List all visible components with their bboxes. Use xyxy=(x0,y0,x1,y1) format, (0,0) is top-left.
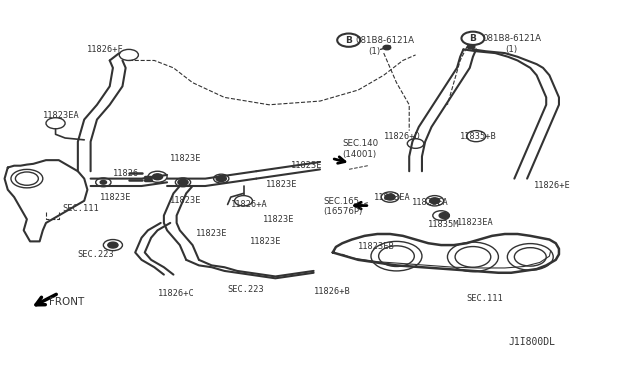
Text: 11835+B: 11835+B xyxy=(460,132,497,141)
Text: 11826+E: 11826+E xyxy=(534,182,570,190)
Circle shape xyxy=(178,179,188,185)
Text: 11826: 11826 xyxy=(113,169,139,177)
Text: 11835M: 11835M xyxy=(428,220,460,229)
Text: 11826+A: 11826+A xyxy=(231,200,268,209)
Text: SEC.223: SEC.223 xyxy=(228,285,264,294)
Text: 081B8-6121A: 081B8-6121A xyxy=(355,36,414,45)
Text: SEC.111: SEC.111 xyxy=(467,294,503,303)
Circle shape xyxy=(429,198,440,204)
Circle shape xyxy=(152,174,163,180)
Text: SEC.140
(14001): SEC.140 (14001) xyxy=(342,140,378,159)
Text: 11823E: 11823E xyxy=(196,230,227,238)
Text: 11823E: 11823E xyxy=(100,193,132,202)
Text: 11826+C: 11826+C xyxy=(157,289,195,298)
Circle shape xyxy=(385,194,395,200)
Text: 11823EB: 11823EB xyxy=(358,243,395,251)
Text: 11826+B: 11826+B xyxy=(314,287,350,296)
Text: 11823EA: 11823EA xyxy=(374,193,411,202)
Text: 081B8-6121A: 081B8-6121A xyxy=(483,34,541,43)
Circle shape xyxy=(383,45,391,50)
Text: 11823E: 11823E xyxy=(170,154,202,163)
Circle shape xyxy=(216,176,227,182)
Text: J1I800DL: J1I800DL xyxy=(509,337,556,347)
Circle shape xyxy=(108,242,118,248)
Text: (1): (1) xyxy=(505,45,517,54)
Text: B: B xyxy=(345,36,352,45)
Text: 11823E: 11823E xyxy=(262,215,294,224)
Text: 11823EA: 11823EA xyxy=(457,218,493,227)
Text: FRONT: FRONT xyxy=(49,297,84,307)
Text: 11826+F: 11826+F xyxy=(88,45,124,54)
Text: SEC.223: SEC.223 xyxy=(78,250,115,259)
Text: SEC.111: SEC.111 xyxy=(62,203,99,213)
Text: 11823E: 11823E xyxy=(250,237,282,246)
Text: SEC.165
(16576P): SEC.165 (16576P) xyxy=(323,197,362,216)
Circle shape xyxy=(100,180,106,184)
Text: (1): (1) xyxy=(368,47,380,56)
Text: B: B xyxy=(470,34,476,43)
Text: 11823E: 11823E xyxy=(170,196,202,205)
Text: 11823EA: 11823EA xyxy=(412,198,449,207)
Text: 11823EA: 11823EA xyxy=(43,111,79,121)
Circle shape xyxy=(439,212,449,218)
Circle shape xyxy=(467,45,475,49)
Text: 11826+D: 11826+D xyxy=(384,132,420,141)
Text: 11823E: 11823E xyxy=(291,161,323,170)
Text: 11823E: 11823E xyxy=(266,180,298,189)
